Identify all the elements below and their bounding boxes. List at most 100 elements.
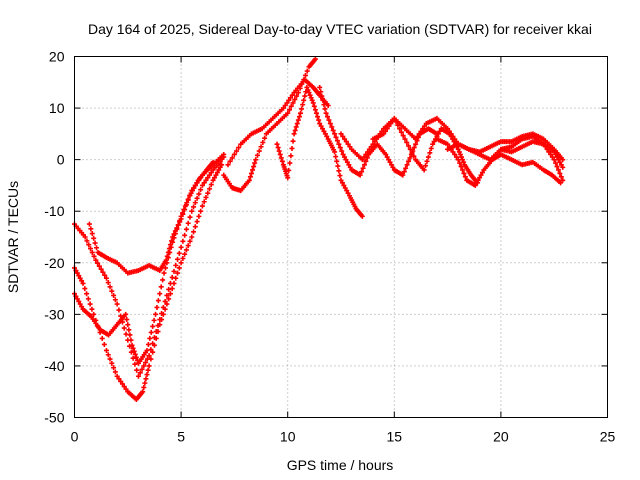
data-point-marker: [455, 146, 461, 152]
data-point-marker: [146, 363, 152, 369]
data-point-marker: [461, 159, 467, 165]
data-point-marker: [213, 172, 219, 178]
data-series-track-11: [434, 136, 564, 188]
data-point-marker: [155, 329, 161, 335]
data-point-marker: [317, 121, 323, 127]
data-point-marker: [347, 164, 353, 170]
data-point-marker: [458, 154, 464, 160]
y-tick-label: -50: [44, 410, 64, 426]
data-point-marker: [192, 200, 198, 206]
data-point-marker: [109, 288, 115, 294]
data-point-marker: [95, 260, 101, 266]
data-point-marker: [343, 139, 349, 145]
data-point-marker: [154, 304, 160, 310]
x-tick-label: 0: [71, 429, 79, 445]
data-point-marker: [320, 97, 326, 103]
data-point-marker: [420, 126, 426, 132]
data-point-marker: [123, 386, 129, 392]
data-point-marker: [289, 92, 295, 98]
data-point-marker: [446, 128, 452, 134]
data-point-marker: [549, 154, 555, 160]
data-point-marker: [198, 208, 204, 214]
data-point-marker: [112, 369, 118, 375]
data-point-marker: [180, 238, 186, 244]
data-point-marker: [208, 170, 214, 176]
data-point-marker: [302, 93, 308, 99]
data-point-marker: [321, 128, 327, 134]
data-series-track-5: [221, 56, 318, 194]
data-point-marker: [180, 211, 186, 217]
data-point-marker: [560, 164, 566, 170]
data-point-marker: [107, 356, 113, 362]
data-point-marker: [191, 204, 197, 210]
data-point-marker: [554, 154, 560, 160]
data-point-marker: [126, 327, 132, 333]
data-point-marker: [140, 389, 146, 395]
data-point-marker: [341, 182, 347, 188]
data-point-marker: [431, 139, 437, 145]
data-point-marker: [288, 153, 294, 159]
data-point-marker: [121, 325, 127, 331]
data-point-marker: [146, 353, 152, 359]
data-point-marker: [176, 250, 182, 256]
data-point-marker: [477, 175, 483, 181]
data-point-marker: [128, 349, 134, 355]
data-point-marker: [324, 114, 330, 120]
data-point-marker: [406, 158, 412, 164]
data-point-marker: [148, 347, 154, 353]
data-point-marker: [123, 331, 129, 337]
data-point-marker: [548, 151, 554, 157]
data-point-marker: [295, 117, 301, 123]
data-point-marker: [159, 317, 165, 323]
data-point-marker: [320, 126, 326, 132]
data-point-marker: [103, 275, 109, 281]
data-point-marker: [276, 148, 282, 154]
data-point-marker: [164, 292, 170, 298]
data-point-marker: [125, 322, 131, 328]
data-point-marker: [194, 219, 200, 225]
data-point-marker: [254, 152, 260, 158]
data-point-marker: [198, 187, 204, 193]
data-point-marker: [300, 102, 306, 108]
data-point-marker: [337, 173, 343, 179]
data-point-marker: [150, 349, 156, 355]
data-point-marker: [342, 154, 348, 160]
data-point-marker: [196, 213, 202, 219]
data-point-marker: [327, 121, 333, 127]
data-point-marker: [98, 266, 104, 272]
data-point-marker: [100, 269, 106, 275]
data-point-marker: [114, 373, 120, 379]
data-point-marker: [176, 265, 182, 271]
data-point-marker: [321, 102, 327, 108]
data-point-marker: [400, 172, 406, 178]
data-point-marker: [169, 274, 175, 280]
data-point-marker: [105, 352, 111, 358]
data-point-marker: [182, 206, 188, 212]
data-point-marker: [475, 177, 481, 183]
data-point-marker: [334, 138, 340, 144]
data-point-marker: [325, 102, 331, 108]
data-point-marker: [135, 373, 141, 379]
data-point-marker: [286, 167, 292, 173]
data-point-marker: [301, 97, 307, 103]
data-series-track-1: [72, 154, 227, 379]
data-point-marker: [234, 148, 240, 154]
data-point-marker: [185, 243, 191, 249]
data-point-marker: [381, 131, 387, 137]
data-point-marker: [101, 341, 107, 347]
data-point-marker: [175, 256, 181, 262]
data-point-marker: [435, 131, 441, 137]
data-point-marker: [189, 208, 195, 214]
data-point-marker: [390, 164, 396, 170]
data-point-marker: [461, 170, 467, 176]
data-point-marker: [557, 159, 563, 165]
data-point-marker: [445, 126, 451, 132]
y-tick-label: -10: [44, 203, 64, 219]
data-point-marker: [169, 286, 175, 292]
data-point-marker: [334, 158, 340, 164]
data-point-marker: [219, 162, 225, 168]
data-point-marker: [423, 163, 429, 169]
data-point-marker: [118, 378, 124, 384]
data-point-marker: [169, 238, 175, 244]
data-point-marker: [167, 242, 173, 248]
